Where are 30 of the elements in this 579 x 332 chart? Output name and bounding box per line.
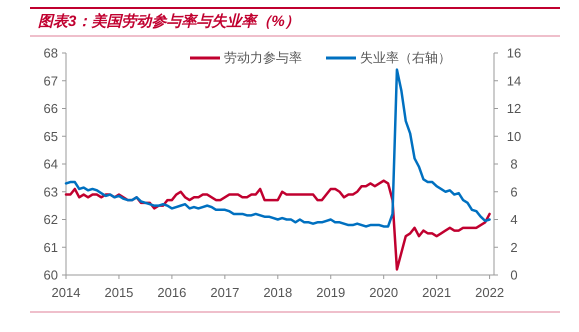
y-tick-label: 60 (44, 268, 58, 282)
y2-tick-label: 10 (506, 128, 522, 144)
chart-title: 图表3：美国劳动参与率与失业率（%） (38, 12, 300, 30)
legend-label: 失业率（右轴） (360, 50, 451, 65)
y2-tick-label: 14 (506, 73, 522, 88)
y2-tick-label: 2 (510, 240, 518, 255)
x-tick-label: 2015 (104, 285, 134, 300)
y-tick-label: 66 (44, 101, 58, 116)
x-tick-label: 2020 (369, 285, 398, 300)
x-tick-label: 2014 (52, 285, 80, 300)
x-tick-label: 2018 (263, 285, 292, 300)
y2-tick-label: 8 (510, 156, 518, 172)
y2-tick-label: 0 (510, 268, 518, 282)
y2-tick-label: 16 (506, 46, 522, 60)
y-tick-label: 61 (44, 240, 58, 255)
y-tick-label: 68 (44, 46, 58, 60)
y-tick-label: 65 (44, 128, 58, 144)
y2-tick-label: 4 (510, 212, 518, 227)
x-tick-label: 2016 (157, 285, 186, 300)
y-tick-label: 67 (44, 73, 58, 88)
x-tick-label: 2021 (422, 285, 452, 300)
legend-label: 劳动力参与率 (224, 50, 302, 65)
x-tick-label: 2017 (210, 285, 240, 300)
y-tick-label: 63 (44, 184, 58, 200)
y-tick-label: 64 (44, 156, 58, 172)
y2-tick-label: 12 (506, 101, 522, 116)
x-tick-label: 2019 (316, 285, 346, 300)
y2-tick-label: 6 (510, 184, 518, 200)
x-tick-label: 2022 (475, 285, 504, 300)
y-tick-label: 62 (44, 212, 58, 227)
